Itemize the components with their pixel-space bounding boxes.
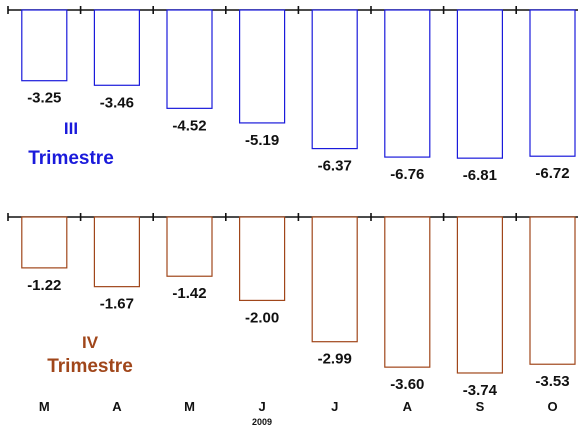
data-label: -3.74 xyxy=(463,382,498,399)
data-label: -1.42 xyxy=(172,285,206,302)
x-tick-label: J xyxy=(258,399,265,414)
year-label: 2009 xyxy=(252,417,272,427)
data-label: -1.22 xyxy=(27,277,61,294)
x-tick-label: J xyxy=(331,399,338,414)
data-label: -1.67 xyxy=(100,296,134,313)
data-label: -5.19 xyxy=(245,132,279,149)
bar-3 xyxy=(166,9,213,109)
x-tick-label: O xyxy=(547,399,557,414)
data-label: -6.37 xyxy=(318,158,352,175)
bar-1 xyxy=(21,216,68,269)
bar-8 xyxy=(529,216,576,365)
data-label: -3.60 xyxy=(390,376,424,393)
data-label: -6.76 xyxy=(390,166,424,183)
data-label: -4.52 xyxy=(172,117,206,134)
panel-trimestre-iv: -1.22 -1.67 -1.42 -2.00 -2.99 -3.60 -3.74 -3.53… xyxy=(7,213,578,399)
data-label: -2.99 xyxy=(318,351,352,368)
bar-3 xyxy=(166,216,213,277)
bar-2 xyxy=(93,216,141,288)
bar-6 xyxy=(384,216,431,368)
x-tick-label: A xyxy=(403,399,413,414)
data-label: -2.00 xyxy=(245,309,279,326)
bar-4 xyxy=(239,216,286,302)
x-tick-label: S xyxy=(476,399,485,414)
bar-8 xyxy=(529,9,576,157)
panel-label-numeral: IV xyxy=(82,333,99,352)
bar-7 xyxy=(456,9,503,159)
bar-1 xyxy=(21,9,68,82)
x-tick-label: A xyxy=(112,399,122,414)
x-tick-label: M xyxy=(184,399,195,414)
data-label: -3.46 xyxy=(100,94,134,111)
bar-7 xyxy=(456,216,503,374)
x-axis: M A M J J A S O 2009 xyxy=(39,399,558,427)
bar-6 xyxy=(384,9,431,158)
data-label: -3.53 xyxy=(535,373,569,390)
data-label: -3.25 xyxy=(27,90,61,107)
panel-label-word: Trimestre xyxy=(28,148,114,169)
bar-5 xyxy=(311,216,358,343)
bar-2 xyxy=(93,9,141,86)
panel-label-word: Trimestre xyxy=(47,356,133,377)
panel-trimestre-iii: -3.25 -3.46 -4.52 -5.19 -6.37 -6.76 -6.81 -6.72… xyxy=(7,6,578,184)
bar-5 xyxy=(311,9,358,150)
bar-4 xyxy=(239,9,286,124)
panel-label-numeral: III xyxy=(64,119,78,138)
x-tick-label: M xyxy=(39,399,50,414)
data-label: -6.81 xyxy=(463,167,497,184)
data-label: -6.72 xyxy=(535,165,569,182)
